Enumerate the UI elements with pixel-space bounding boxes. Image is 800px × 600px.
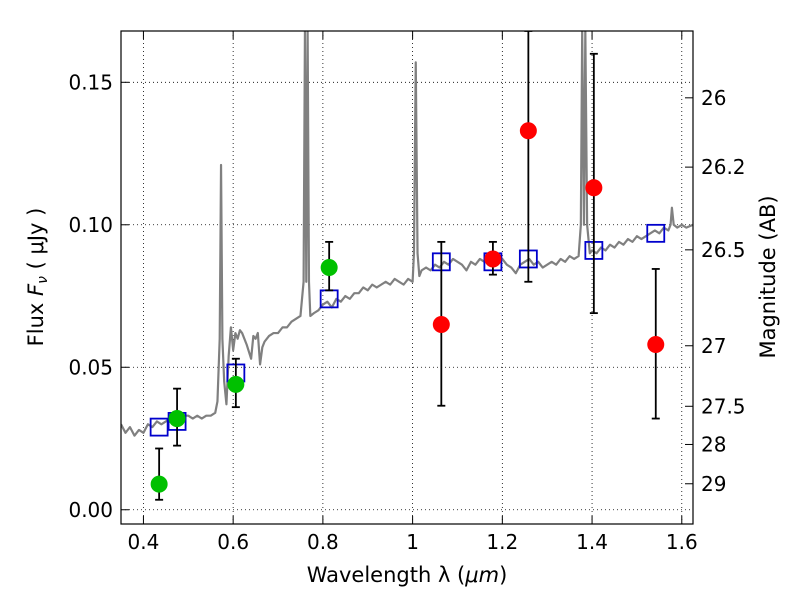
y-tick-label: 0.00 (68, 498, 113, 522)
x-tick-label: 1.6 (666, 530, 698, 554)
spectrum-line (121, 31, 693, 437)
flux-data-point (150, 475, 168, 493)
flux-data-point (647, 335, 665, 353)
x-tick-label: 0.4 (128, 530, 160, 554)
y2-tick-label: 26.2 (701, 155, 746, 179)
flux-data-point (227, 375, 245, 393)
x-tick-label: 0.8 (307, 530, 339, 554)
x-tick-label: 1.4 (576, 530, 608, 554)
y-tick-label: 0.15 (68, 70, 113, 94)
plot-area (121, 31, 693, 501)
flux-data-point (320, 259, 338, 277)
flux-data-point (432, 316, 450, 334)
x-axis-label: Wavelength λ (μm) (307, 563, 508, 587)
flux-data-point (585, 179, 603, 197)
y2-tick-label: 28 (701, 432, 726, 456)
axis-ticks: 0.4 0.6 0.8 1 1.2 1.4 1.6 0.00 0.05 0.10 0.15 26 26.… (68, 31, 746, 554)
y2-tick-label: 27.5 (701, 394, 746, 418)
flux-data-point (484, 250, 502, 268)
y-tick-label: 0.05 (68, 355, 113, 379)
y2-tick-label: 26 (701, 86, 726, 110)
y2-tick-label: 29 (701, 472, 726, 496)
plot-background (121, 31, 693, 524)
y2-tick-label: 27 (701, 334, 726, 358)
flux-data-point (519, 122, 537, 140)
x-tick-label: 1 (406, 530, 419, 554)
model-photometry-square (149, 417, 169, 437)
y-axis-label: Flux Fν ( μJy ) (24, 208, 51, 347)
x-tick-label: 1.2 (486, 530, 518, 554)
y2-tick-label: 26.5 (701, 238, 746, 262)
y-tick-label: 0.10 (68, 213, 113, 237)
y2-axis-label: Magnitude (AB) (756, 195, 780, 358)
x-tick-label: 0.6 (217, 530, 249, 554)
grid (121, 31, 693, 524)
plot-frame (120, 30, 694, 525)
flux-data-point (168, 410, 186, 428)
model-photometry-square (646, 223, 666, 243)
